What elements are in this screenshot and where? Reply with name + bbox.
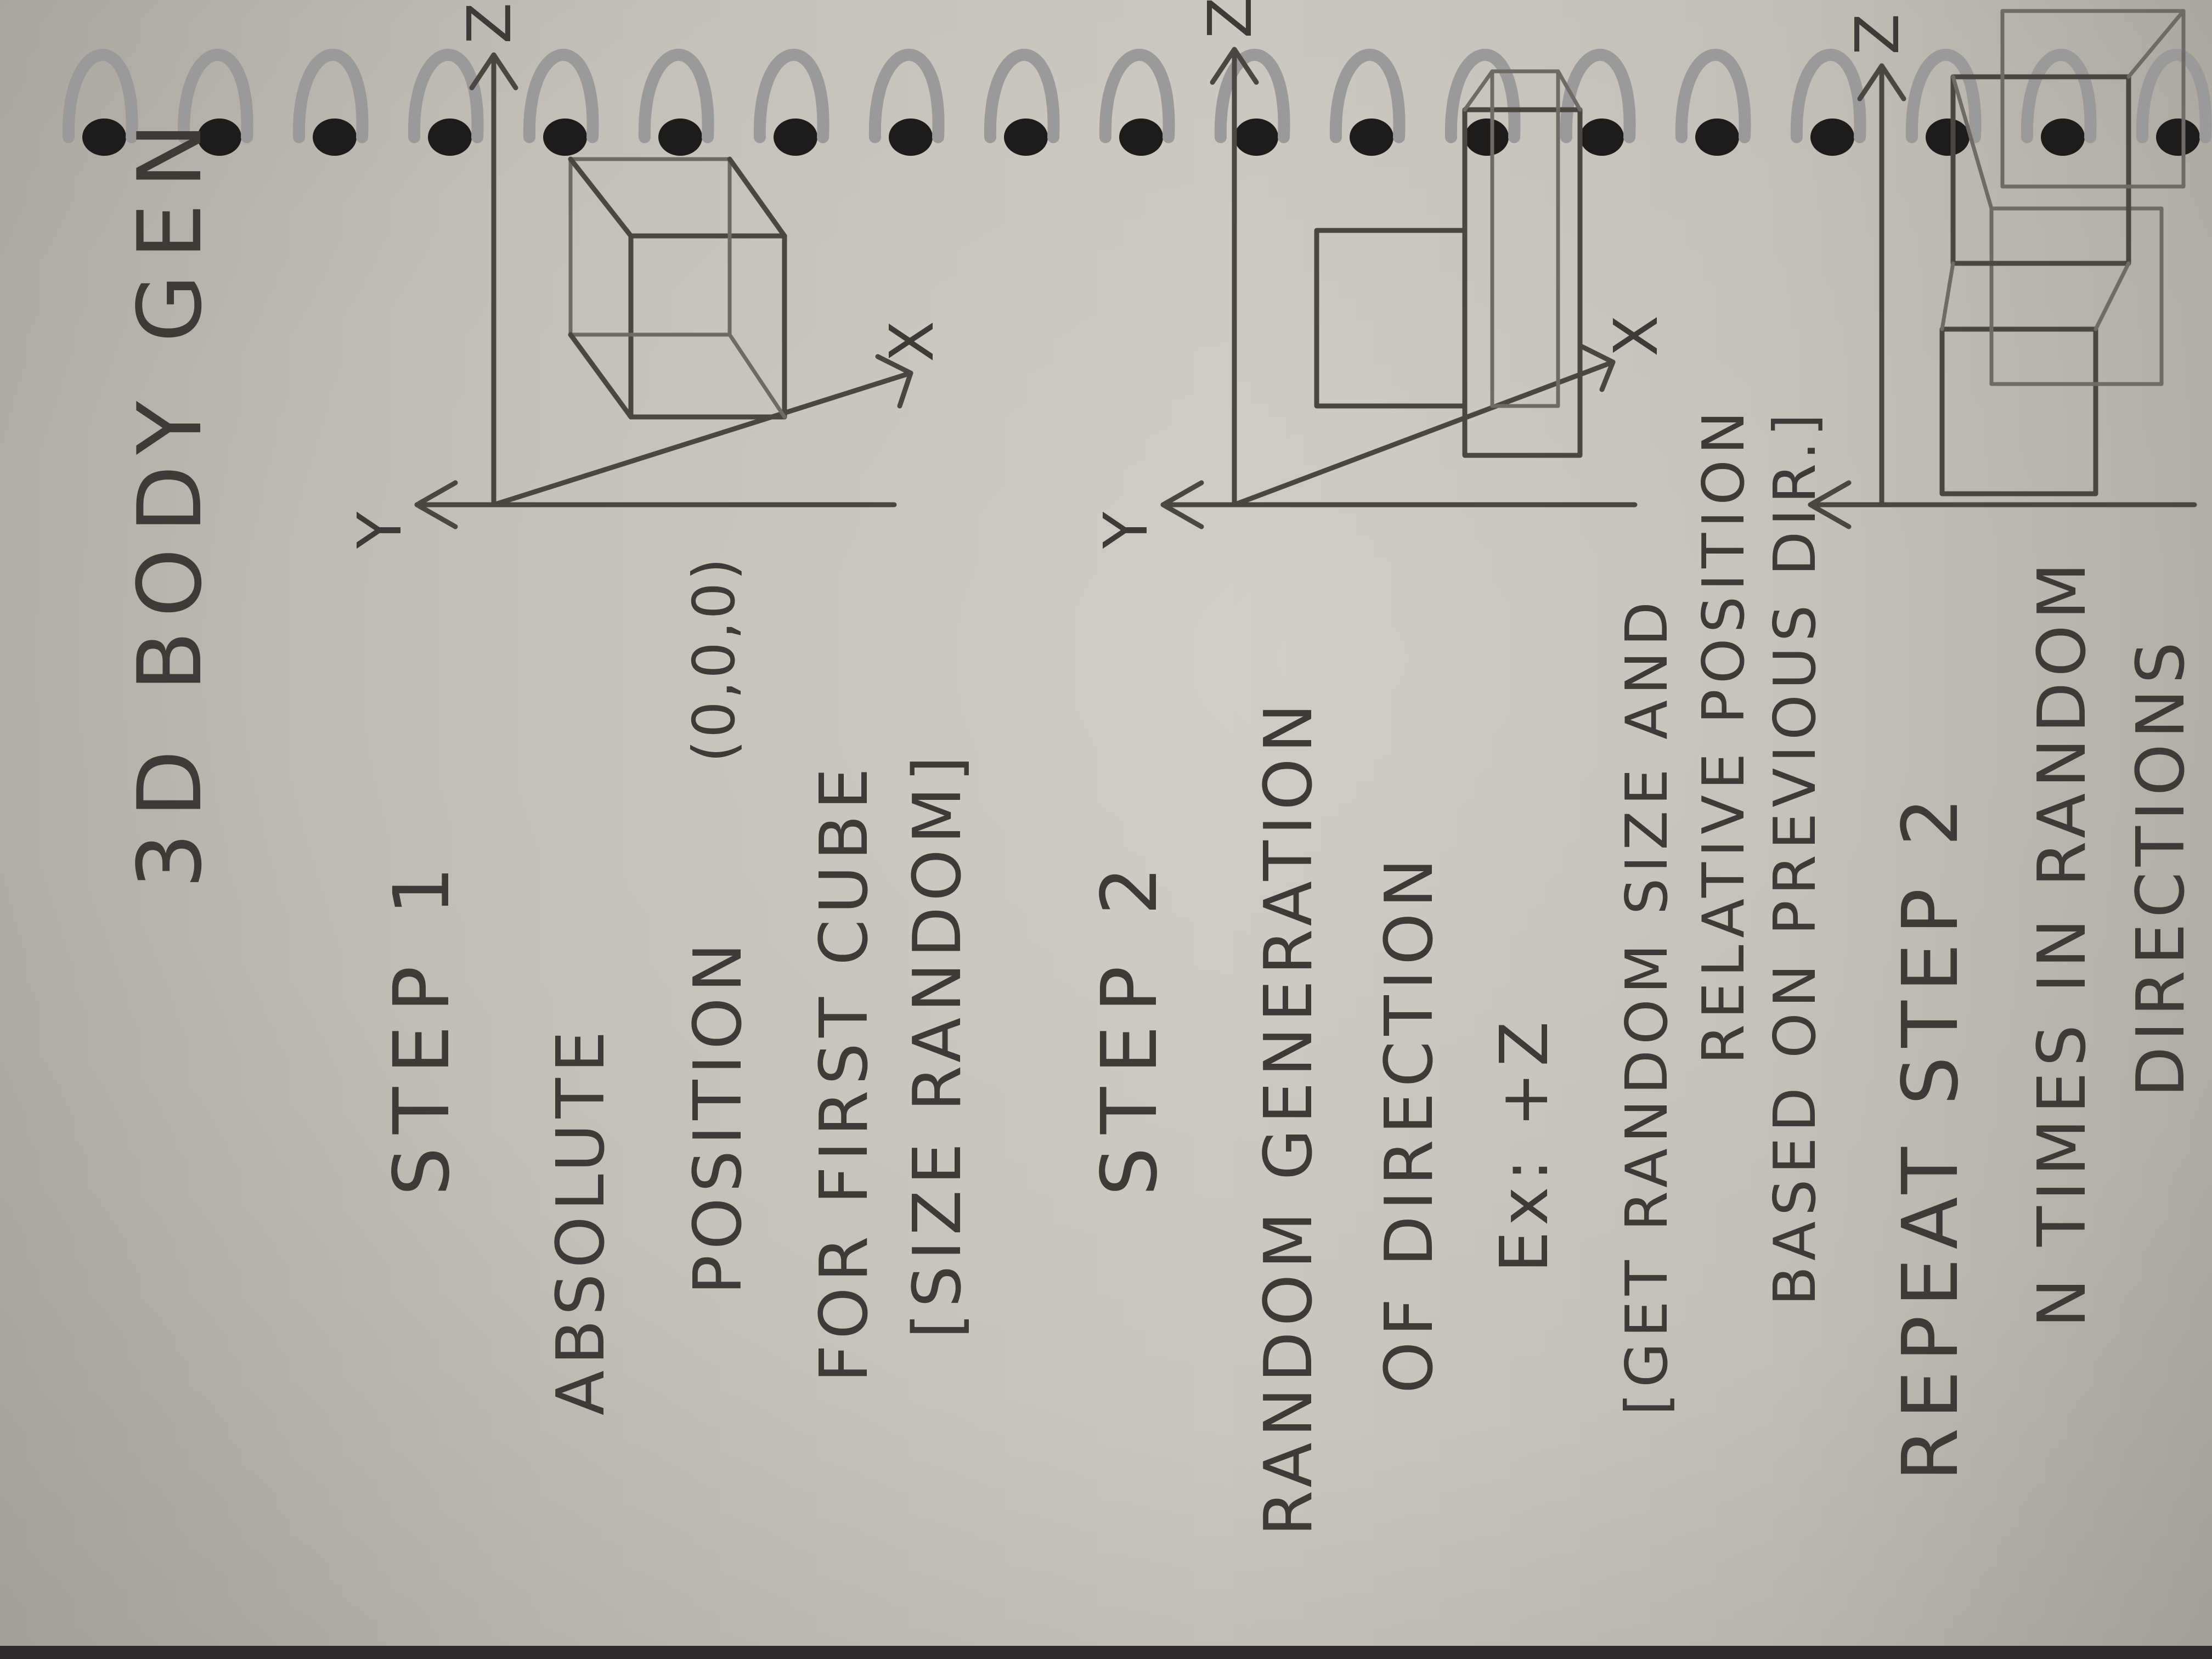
binding-hole xyxy=(1810,119,1854,156)
step1-line-1: ABSOLUTE xyxy=(543,1025,619,1415)
step3-line-3: DIRECTIONS xyxy=(2123,636,2199,1097)
binding-hole xyxy=(2041,119,2085,156)
x-axis-label: X xyxy=(1601,315,1671,357)
binding-hole xyxy=(1119,119,1163,156)
binding-hole xyxy=(658,119,702,156)
x-axis-line xyxy=(1232,359,1616,507)
spiral-ring xyxy=(638,49,714,143)
spiral-ring xyxy=(2136,49,2212,143)
binding-hole xyxy=(1695,119,1739,156)
binding-hole xyxy=(543,119,587,156)
spiral-ring xyxy=(62,49,138,143)
step2-heading: STEP 2 xyxy=(1085,853,1175,1196)
spiral-ring xyxy=(984,49,1060,143)
z-axis-label: Z xyxy=(1842,14,1912,55)
spiral-ring xyxy=(753,49,830,143)
block-b xyxy=(1989,206,2164,386)
step1-heading: STEP 1 xyxy=(377,853,467,1196)
step1-line-2: POSITION xyxy=(680,937,757,1295)
binding-hole xyxy=(889,119,933,156)
spiral-ring xyxy=(868,49,945,143)
spiral-binding xyxy=(62,49,2212,156)
y-axis-label: Y xyxy=(1091,511,1161,549)
lower-block xyxy=(1314,228,1468,409)
binding-hole xyxy=(1234,119,1278,156)
step1-size-note: [SIZE RANDOM] xyxy=(900,750,976,1339)
cube-front-face xyxy=(628,233,787,420)
binding-hole xyxy=(1926,119,1970,156)
spiral-ring xyxy=(1560,49,1636,143)
binding-hole xyxy=(198,119,241,156)
repeated-blocks-sketch: Z xyxy=(1808,9,2197,529)
binding-hole xyxy=(1580,119,1624,156)
y-axis-arrow-icon xyxy=(414,480,458,529)
z-axis-arrow-icon xyxy=(469,52,518,91)
cube-back-face xyxy=(568,157,732,337)
z-axis-label: Z xyxy=(1195,0,1265,38)
step3-line-1: REPEAT STEP 2 xyxy=(1886,788,1976,1481)
step2-line-1: RANDOM GENERATION xyxy=(1251,698,1327,1537)
binding-hole xyxy=(313,119,357,156)
spiral-ring xyxy=(1675,49,1751,143)
step2-line-4: [GET RANDOM SIZE AND xyxy=(1613,596,1680,1415)
z-axis-arrow-icon xyxy=(1210,47,1259,85)
spiral-ring xyxy=(177,49,253,143)
z-axis-arrow-icon xyxy=(1857,63,1906,101)
spiral-ring xyxy=(292,49,369,143)
step2-line-2: OF DIRECTION xyxy=(1372,853,1448,1393)
y-axis-arrow-icon xyxy=(1160,480,1204,529)
spiral-ring xyxy=(1905,49,1982,143)
y-axis-label: Y xyxy=(345,511,415,549)
two-block-sketch: Z Y X xyxy=(1091,0,1671,549)
spiral-ring xyxy=(1790,49,1866,143)
spiral-ring xyxy=(408,49,484,143)
spiral-ring xyxy=(1099,49,1175,143)
spiral-ring xyxy=(1214,49,1290,143)
binding-hole xyxy=(774,119,817,156)
binding-hole xyxy=(1350,119,1393,156)
step2-line-3: Ex: +Z xyxy=(1487,1015,1563,1273)
step3-line-2: N TIMES IN RANDOM xyxy=(2024,557,2101,1328)
upper-block xyxy=(1462,107,1583,458)
spiral-ring xyxy=(2021,49,2097,143)
single-cube-sketch: Z Y X xyxy=(345,3,947,549)
step1-line-3: FOR FIRST CUBE xyxy=(806,762,883,1383)
spiral-ring xyxy=(1329,49,1406,143)
x-axis-arrow-icon xyxy=(875,354,913,409)
binding-hole xyxy=(82,119,126,156)
z-axis-label: Z xyxy=(454,3,524,44)
block-d xyxy=(2000,9,2186,189)
binding-hole xyxy=(1465,119,1509,156)
x-axis-label: X xyxy=(877,321,947,362)
binding-hole xyxy=(2156,119,2200,156)
x-axis-arrow-icon xyxy=(1577,343,1616,392)
spiral-ring xyxy=(523,49,599,143)
y-axis-arrow-icon xyxy=(1808,480,1852,529)
x-axis-line xyxy=(491,370,913,507)
spiral-ring xyxy=(1444,49,1521,143)
note-title: 3D BODY GEN xyxy=(119,107,221,889)
binding-hole xyxy=(1004,119,1048,156)
block-a xyxy=(1939,326,2098,496)
binding-hole xyxy=(428,119,472,156)
